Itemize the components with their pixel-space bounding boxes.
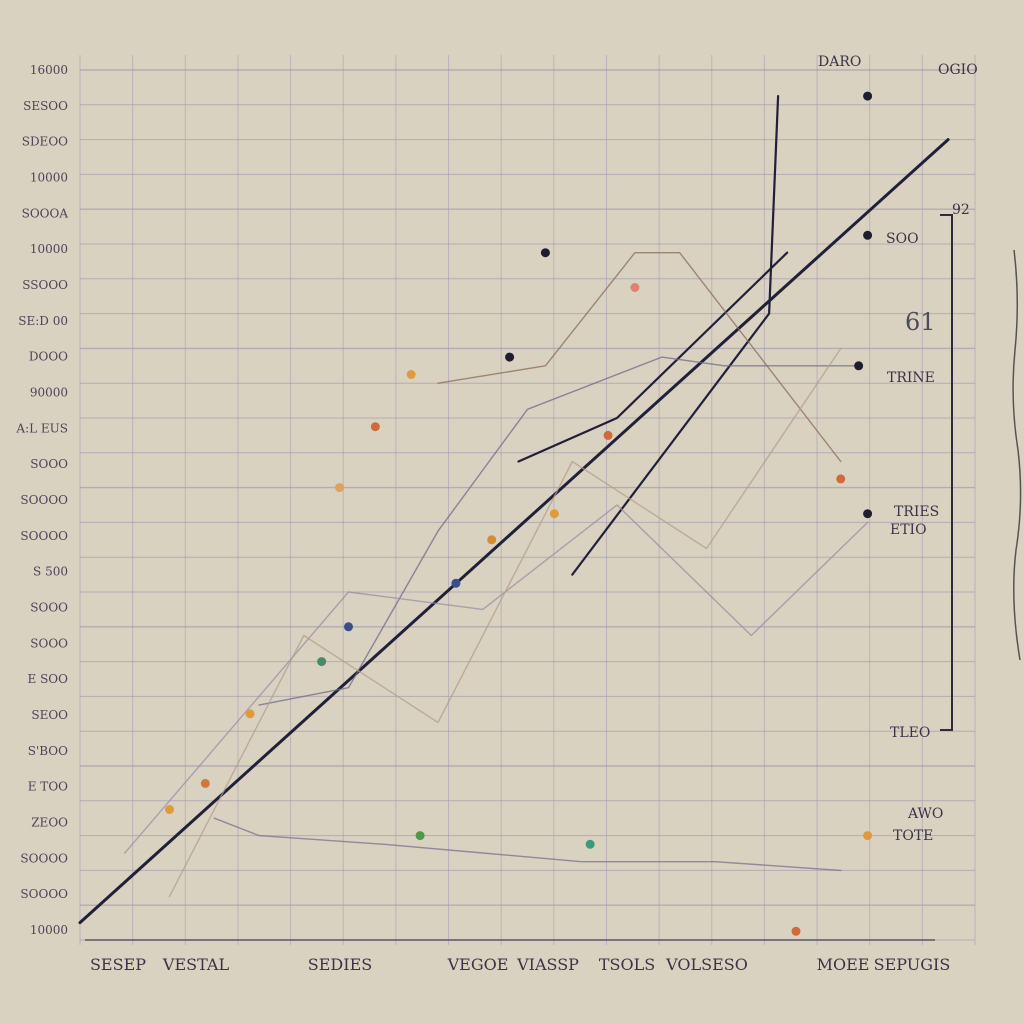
y-tick-label: 90000 [30, 386, 68, 400]
y-tick-label: 10000 [30, 242, 68, 256]
data-point-10 [317, 657, 327, 667]
y-tick-label: 10000 [30, 923, 68, 937]
x-tick-label: TSOLS [599, 955, 655, 974]
y-axis-ticks: 16000 SESOO SDEOO 10000 SOOOA 10000 SSOOO SE:D … [15, 63, 68, 937]
annotation-top-right: DARO [818, 54, 861, 70]
y-tick-label: SOOO [30, 601, 68, 615]
data-point-16 [854, 361, 864, 371]
series-layer [78, 94, 950, 925]
annotation-series-note-5: AWO [907, 806, 943, 822]
x-tick-label: VOLSESO [665, 955, 748, 974]
x-tick-label: SEDIES [308, 955, 372, 974]
x-tick-label: SESEP [90, 955, 146, 974]
series-line-5 [258, 356, 860, 706]
series-line-7 [124, 504, 869, 854]
series-line-2 [571, 94, 780, 576]
data-point-24 [863, 230, 873, 240]
y-tick-label: SOOO [30, 457, 68, 471]
y-tick-label: SE:D 00 [18, 314, 68, 328]
x-tick-label: VESTAL [162, 955, 230, 974]
y-tick-label: SOOO [30, 636, 68, 650]
data-point-7 [487, 535, 497, 545]
data-point-17 [836, 474, 846, 484]
annotation-series-note-4: TLEO [890, 725, 930, 741]
right-bracket [940, 214, 953, 731]
annotation-series-note-6: TOTE [893, 828, 933, 844]
data-point-20 [585, 839, 595, 849]
data-point-12 [200, 778, 210, 788]
series-line-1 [78, 138, 950, 925]
y-tick-label: SOOOO [20, 887, 68, 901]
annotation-bracket-value: 92 [952, 202, 970, 218]
y-tick-label: SOOOO [20, 493, 68, 507]
series-line-8 [168, 347, 842, 898]
data-point-21 [863, 831, 873, 841]
y-tick-label: SOOOO [20, 851, 68, 865]
y-tick-label: ZEOO [31, 816, 68, 830]
series-line-6 [213, 817, 842, 872]
data-point-5 [335, 483, 345, 493]
annotation-mid-label: SOO [886, 231, 919, 247]
annotation-big-number: 61 [905, 308, 936, 336]
x-axis-ticks: SESEP VESTAL SEDIES VEGOE VIASSP TSOLS VOLSESO… [90, 955, 950, 974]
annotation-far-right: OGIO [938, 62, 978, 78]
x-tick-label: VIASSP [516, 955, 579, 974]
y-tick-label: SOOOO [20, 529, 68, 543]
data-point-8 [451, 578, 461, 588]
data-point-11 [245, 709, 255, 719]
y-tick-label: E TOO [28, 780, 68, 794]
data-point-22 [791, 926, 801, 936]
data-point-13 [165, 805, 174, 814]
data-point-19 [415, 831, 425, 841]
x-tick-label: MOEE [817, 955, 870, 974]
data-point-2 [505, 352, 515, 362]
data-point-4 [370, 422, 380, 432]
grid-lines [79, 55, 976, 945]
y-tick-label: S'BOO [28, 744, 68, 758]
marker-layer [165, 91, 873, 936]
y-tick-label: SESOO [23, 99, 68, 113]
series-line-3 [517, 251, 789, 463]
y-tick-label: SDEOO [22, 135, 68, 149]
y-tick-label: A:L EUS [15, 421, 68, 435]
series-line-4 [437, 251, 842, 463]
x-tick-label: SEPUGIS [874, 955, 951, 974]
data-point-1 [540, 248, 550, 258]
y-tick-label: S 500 [33, 565, 68, 579]
annotation-series-note-3: ETIO [890, 522, 927, 538]
y-tick-label: E SOO [28, 672, 69, 686]
y-tick-label: 10000 [30, 171, 68, 185]
data-point-6 [549, 509, 559, 519]
data-point-9 [344, 622, 353, 632]
data-point-15 [603, 430, 613, 440]
data-point-3 [406, 370, 416, 379]
data-point-14 [630, 283, 640, 292]
annotation-series-note-1: TRINE [887, 370, 935, 386]
y-tick-label: 16000 [30, 63, 68, 77]
data-point-23 [863, 91, 873, 101]
x-tick-label: VEGOE [447, 955, 509, 974]
annotation-series-note-2: TRIES [894, 504, 939, 520]
right-wavy-edge [1012, 249, 1022, 661]
data-point-18 [863, 509, 873, 519]
y-tick-label: SSOOO [22, 278, 68, 292]
y-tick-label: SEOO [31, 708, 68, 722]
y-tick-label: DOOO [29, 350, 68, 364]
y-tick-label: SOOOA [22, 206, 69, 220]
